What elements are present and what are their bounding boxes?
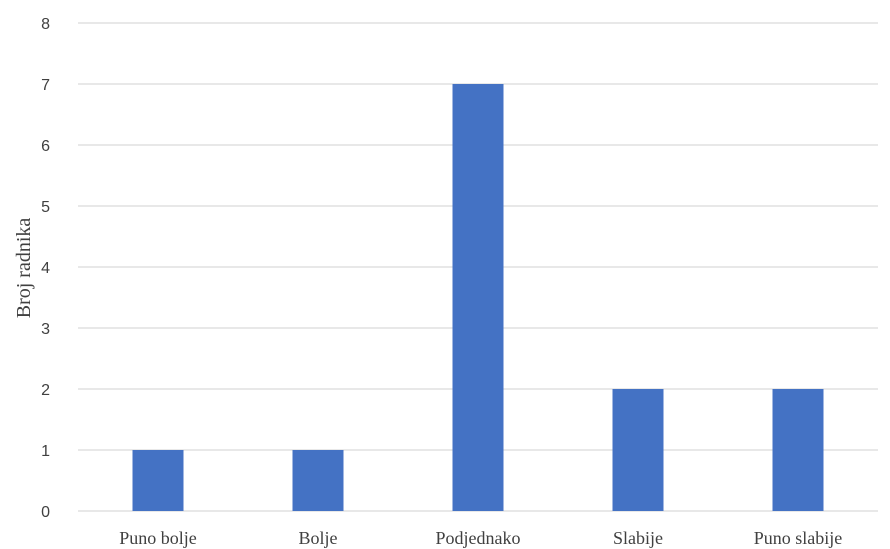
y-tick-label: 7 bbox=[41, 77, 50, 94]
y-tick-label: 2 bbox=[41, 382, 50, 399]
x-tick-label: Puno bolje bbox=[119, 528, 197, 548]
y-tick-label: 5 bbox=[41, 199, 50, 216]
x-tick-label: Puno slabije bbox=[754, 528, 843, 548]
y-tick-label: 1 bbox=[41, 443, 50, 460]
y-tick-label: 8 bbox=[41, 16, 50, 33]
y-axis-ticks: 0 1 2 3 4 5 6 7 8 bbox=[41, 16, 50, 521]
y-axis-title: Broj radnika bbox=[13, 218, 35, 319]
bar bbox=[292, 450, 344, 511]
bar bbox=[132, 450, 184, 511]
y-tick-label: 6 bbox=[41, 138, 50, 155]
bar bbox=[452, 84, 504, 511]
bar bbox=[772, 389, 824, 511]
y-tick-label: 3 bbox=[41, 321, 50, 338]
x-tick-label: Podjednako bbox=[436, 528, 521, 548]
x-axis-labels: Puno bolje Bolje Podjednako Slabije Puno sla… bbox=[119, 528, 842, 548]
bars bbox=[132, 84, 824, 511]
bar bbox=[612, 389, 664, 511]
x-tick-label: Slabije bbox=[613, 528, 663, 548]
y-tick-label: 0 bbox=[41, 504, 50, 521]
y-tick-label: 4 bbox=[41, 260, 50, 277]
x-tick-label: Bolje bbox=[299, 528, 338, 548]
